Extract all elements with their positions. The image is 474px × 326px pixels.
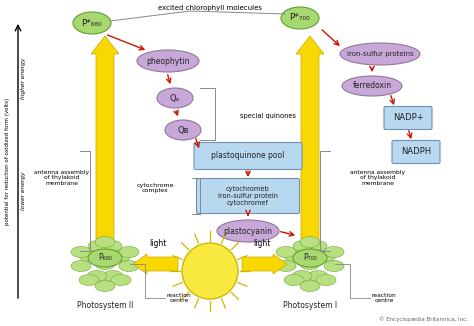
Ellipse shape [79, 250, 99, 261]
Ellipse shape [95, 236, 115, 247]
Ellipse shape [73, 12, 111, 34]
Ellipse shape [293, 241, 313, 251]
Ellipse shape [157, 88, 193, 108]
Text: P₇₀₀: P₇₀₀ [303, 254, 317, 262]
Text: NADPH: NADPH [401, 147, 431, 156]
Ellipse shape [119, 260, 139, 272]
Ellipse shape [281, 7, 319, 29]
Text: iron-sulfur proteins: iron-sulfur proteins [346, 51, 413, 57]
Ellipse shape [284, 274, 304, 286]
Text: plastocyanin: plastocyanin [224, 227, 273, 235]
FancyBboxPatch shape [194, 142, 302, 170]
Ellipse shape [102, 241, 122, 251]
Ellipse shape [71, 260, 91, 272]
Ellipse shape [79, 274, 99, 286]
Text: potential for reduction of oxidized form (volts): potential for reduction of oxidized form… [6, 97, 10, 225]
Ellipse shape [340, 43, 420, 65]
Text: lower energy: lower energy [21, 172, 27, 210]
FancyBboxPatch shape [384, 107, 432, 129]
Ellipse shape [111, 274, 131, 286]
FancyBboxPatch shape [197, 179, 300, 214]
Text: higher energy: higher energy [21, 57, 27, 99]
Ellipse shape [300, 280, 320, 291]
Ellipse shape [88, 241, 108, 251]
Text: P₆₈₀: P₆₈₀ [98, 254, 112, 262]
Text: P*₇₀₀: P*₇₀₀ [290, 13, 310, 22]
Ellipse shape [324, 246, 344, 258]
Ellipse shape [137, 50, 199, 72]
Text: pheophytin: pheophytin [146, 56, 190, 66]
Ellipse shape [165, 120, 201, 140]
Ellipse shape [300, 259, 320, 270]
Circle shape [182, 243, 238, 299]
Text: reaction
centre: reaction centre [372, 293, 397, 304]
Text: Photosystem I: Photosystem I [283, 302, 337, 310]
Text: ferredoxin: ferredoxin [353, 82, 392, 91]
Text: © Encyclopædia Britannica, Inc.: © Encyclopædia Britannica, Inc. [379, 316, 468, 322]
Text: reaction
centre: reaction centre [167, 293, 192, 304]
FancyArrow shape [91, 36, 119, 241]
Ellipse shape [307, 241, 327, 251]
Ellipse shape [316, 274, 336, 286]
Ellipse shape [111, 250, 131, 261]
Ellipse shape [71, 246, 91, 258]
Text: cytochromeb
iron-sulfur protein
cytochromef: cytochromeb iron-sulfur protein cytochro… [218, 186, 278, 206]
Text: NADP+: NADP+ [392, 113, 423, 123]
Text: light: light [253, 240, 271, 248]
Ellipse shape [88, 249, 122, 267]
Text: cytochrome
complex: cytochrome complex [136, 183, 174, 193]
Ellipse shape [217, 220, 279, 242]
Ellipse shape [293, 249, 327, 267]
FancyArrow shape [242, 254, 287, 274]
Text: P*₆₈₀: P*₆₈₀ [82, 19, 102, 27]
Ellipse shape [276, 260, 296, 272]
Ellipse shape [342, 76, 402, 96]
Text: plastoquinone pool: plastoquinone pool [211, 152, 285, 160]
FancyArrow shape [133, 254, 178, 274]
Text: Qₐ: Qₐ [170, 94, 180, 102]
Ellipse shape [103, 271, 123, 281]
FancyArrow shape [296, 36, 324, 241]
Ellipse shape [95, 280, 115, 291]
Text: special quinones: special quinones [240, 113, 296, 119]
Ellipse shape [284, 250, 304, 261]
Ellipse shape [276, 246, 296, 258]
Text: excited chlorophyll molecules: excited chlorophyll molecules [158, 5, 262, 11]
Text: antenna assembly
of thylakoid
membrane: antenna assembly of thylakoid membrane [350, 170, 405, 186]
Text: Qв: Qв [177, 126, 189, 135]
Text: Photosystem II: Photosystem II [77, 302, 133, 310]
Text: light: light [149, 240, 167, 248]
Ellipse shape [308, 271, 328, 281]
Ellipse shape [119, 246, 139, 258]
Ellipse shape [324, 260, 344, 272]
Ellipse shape [316, 250, 336, 261]
FancyBboxPatch shape [392, 141, 440, 164]
Ellipse shape [87, 271, 107, 281]
Ellipse shape [300, 236, 320, 247]
Ellipse shape [95, 259, 115, 270]
Ellipse shape [292, 271, 312, 281]
Text: antenna assembly
of thylakoid
membrane: antenna assembly of thylakoid membrane [35, 170, 90, 186]
